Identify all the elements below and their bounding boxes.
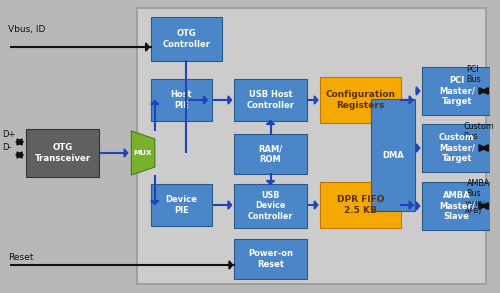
Text: D-: D- bbox=[2, 143, 12, 152]
Text: Power-on
Reset: Power-on Reset bbox=[248, 249, 293, 269]
Text: USB Host
Controller: USB Host Controller bbox=[246, 90, 294, 110]
FancyBboxPatch shape bbox=[372, 99, 414, 211]
Text: DMA: DMA bbox=[382, 151, 404, 159]
FancyBboxPatch shape bbox=[320, 182, 401, 228]
FancyBboxPatch shape bbox=[234, 79, 307, 121]
Text: OTG
Controller: OTG Controller bbox=[162, 29, 210, 49]
Text: Custom
Bus: Custom Bus bbox=[464, 122, 494, 141]
Text: Vbus, ID: Vbus, ID bbox=[8, 25, 45, 34]
Text: D+: D+ bbox=[2, 130, 16, 139]
Polygon shape bbox=[132, 131, 155, 175]
Text: PCI
Master/
Target: PCI Master/ Target bbox=[439, 76, 474, 106]
FancyBboxPatch shape bbox=[422, 182, 491, 230]
FancyBboxPatch shape bbox=[320, 77, 401, 123]
Text: Custom
Master/
Target: Custom Master/ Target bbox=[439, 133, 474, 163]
FancyBboxPatch shape bbox=[234, 184, 307, 228]
Text: PCI
Bus: PCI Bus bbox=[466, 64, 481, 84]
Text: Device
PIE: Device PIE bbox=[166, 195, 198, 215]
FancyBboxPatch shape bbox=[151, 17, 222, 61]
Text: Reset: Reset bbox=[8, 253, 33, 262]
FancyBboxPatch shape bbox=[234, 134, 307, 174]
Text: USB
Device
Controller: USB Device Controller bbox=[248, 191, 293, 221]
Text: Host
PIE: Host PIE bbox=[170, 90, 192, 110]
Text: Configuration
Registers: Configuration Registers bbox=[326, 90, 396, 110]
FancyBboxPatch shape bbox=[26, 129, 99, 177]
Text: AMBA
Master/
Slave: AMBA Master/ Slave bbox=[439, 191, 474, 221]
FancyBboxPatch shape bbox=[137, 8, 486, 284]
Text: (AHB/
APB): (AHB/ APB) bbox=[464, 200, 485, 214]
Text: AMBA
Bus: AMBA Bus bbox=[466, 179, 490, 198]
FancyBboxPatch shape bbox=[422, 124, 491, 172]
FancyBboxPatch shape bbox=[151, 184, 212, 226]
Text: DPR FIFO
2.5 KB: DPR FIFO 2.5 KB bbox=[337, 195, 384, 215]
Text: OTG
Transceiver: OTG Transceiver bbox=[34, 143, 91, 163]
FancyBboxPatch shape bbox=[422, 67, 491, 115]
FancyBboxPatch shape bbox=[151, 79, 212, 121]
Text: RAM/
ROM: RAM/ ROM bbox=[258, 144, 282, 164]
Text: MUX: MUX bbox=[134, 150, 152, 156]
FancyBboxPatch shape bbox=[234, 239, 307, 279]
